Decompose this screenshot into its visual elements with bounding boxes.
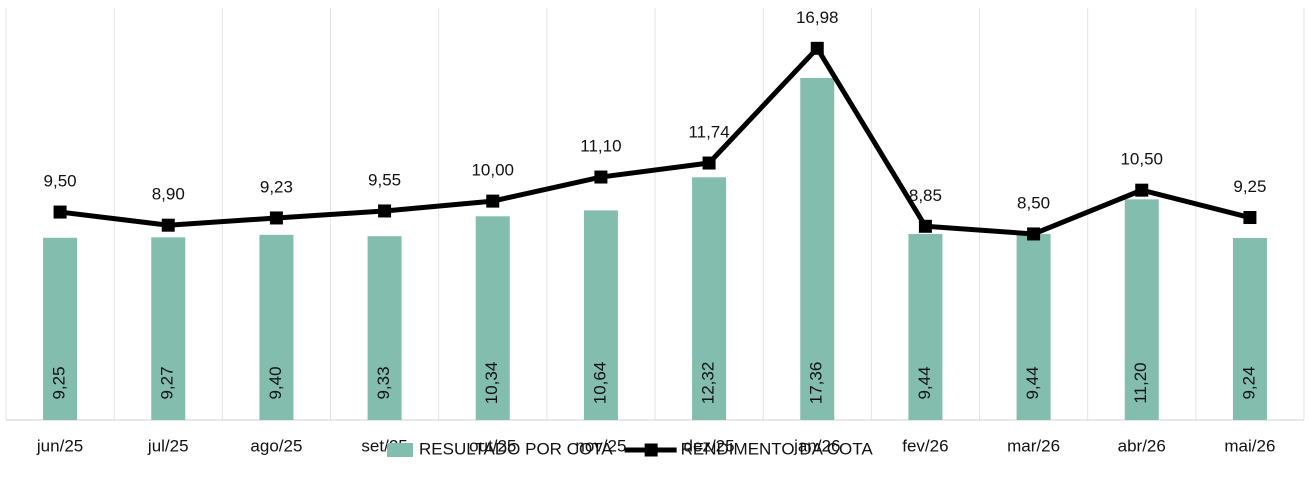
bar-value-label: 9,44 (915, 366, 934, 399)
bar-value-label: 9,25 (50, 366, 69, 399)
x-tick-label: jan/26 (793, 436, 840, 455)
line-value-label: 9,25 (1233, 177, 1266, 196)
line (59, 44, 1251, 237)
line-marker (1135, 183, 1149, 197)
line-value-label: 9,55 (368, 170, 401, 189)
legend-marker (644, 443, 658, 457)
x-tick-label: fev/26 (902, 436, 948, 455)
line-marker (486, 194, 500, 208)
line-value-label: 9,50 (44, 172, 77, 191)
line-value-label: 8,90 (152, 185, 185, 204)
bar-value-label: 9,33 (374, 366, 393, 399)
line-marker (1027, 227, 1041, 241)
legend-label: RESULTADO POR COTA (419, 439, 613, 458)
bar (475, 216, 510, 420)
line-value-label: 11,10 (580, 137, 621, 156)
line-marker (161, 218, 175, 232)
x-tick-label: dez/25 (684, 436, 735, 455)
x-tick-label: nov/25 (575, 436, 626, 455)
bar-value-label: 11,20 (1131, 362, 1150, 403)
line-value-label: 8,85 (909, 186, 942, 205)
line-value-label: 10,50 (1120, 150, 1163, 169)
line-marker (918, 219, 932, 233)
bar-value-label: 9,24 (1239, 366, 1258, 399)
bar (151, 237, 186, 420)
bar-value-label: 12,32 (699, 362, 718, 405)
line-marker (810, 41, 824, 55)
x-tick-label: out/25 (469, 436, 516, 455)
x-tick-label: mai/26 (1224, 436, 1275, 455)
line-value-label: 9,23 (260, 177, 293, 196)
x-tick-label: jun/25 (36, 436, 83, 455)
line-value-label: 11,74 (688, 123, 729, 142)
bar (583, 210, 618, 420)
line-marker (378, 204, 392, 218)
bar (1124, 199, 1159, 420)
bar-value-label: 10,34 (482, 362, 501, 405)
x-tick-label: jul/25 (147, 436, 189, 455)
line-value-label: 16,98 (796, 8, 839, 27)
line-marker (269, 211, 283, 225)
line-marker (594, 170, 608, 184)
line-marker (1243, 211, 1257, 225)
line-marker (702, 156, 716, 170)
bar (1232, 237, 1267, 420)
bar-value-label: 10,64 (590, 362, 609, 405)
bar (800, 78, 835, 421)
bar (259, 234, 294, 420)
bar-value-label: 17,36 (807, 362, 826, 405)
bar-value-label: 9,44 (1023, 366, 1042, 399)
bar (1016, 234, 1051, 420)
legend-swatch (387, 443, 413, 457)
bar (367, 236, 402, 420)
line-value-label: 8,50 (1017, 193, 1050, 212)
legend-label: RENDIMENTO DA COTA (681, 439, 874, 458)
x-tick-label: mar/26 (1007, 436, 1060, 455)
x-tick-label: ago/25 (250, 436, 302, 455)
bar-value-label: 9,27 (158, 366, 177, 399)
bar-value-label: 9,40 (266, 366, 285, 399)
line-value-label: 10,00 (471, 161, 514, 180)
bar (43, 237, 78, 420)
line-marker (53, 205, 67, 219)
bar (908, 234, 943, 420)
x-tick-label: abr/26 (1118, 436, 1166, 455)
bar (692, 177, 727, 420)
